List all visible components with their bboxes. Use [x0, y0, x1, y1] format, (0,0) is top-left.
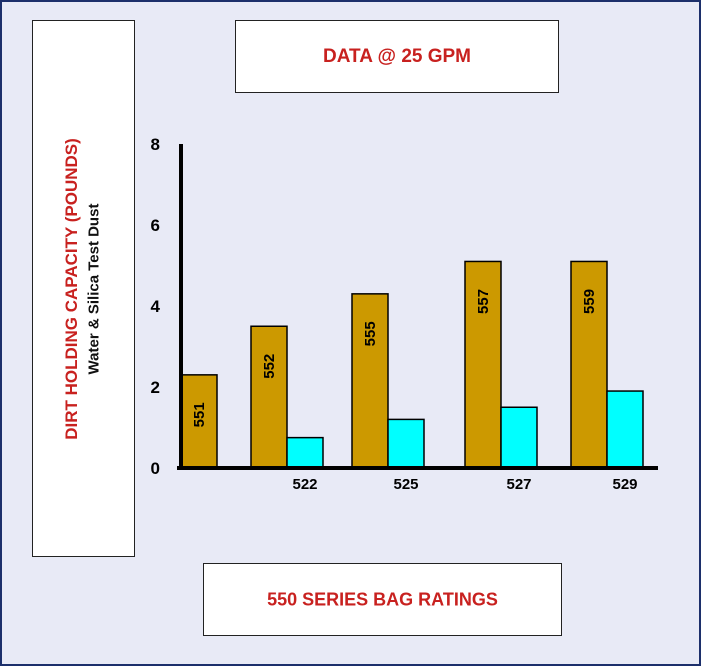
bar-550-series — [570, 260, 608, 469]
chart-title-box: DATA @ 25 GPM — [235, 20, 559, 93]
x-category-label: 525 — [393, 476, 418, 493]
bar-label: 552 — [261, 354, 278, 379]
bar-label: 551 — [191, 402, 208, 427]
bar-label: 557 — [475, 289, 492, 314]
bar-label: 559 — [581, 289, 598, 314]
bar-520-series — [500, 406, 538, 469]
bar-520-series — [387, 418, 425, 469]
y-tick-label: 4 — [151, 297, 161, 316]
x-category-label: 522 — [292, 476, 317, 493]
bar-550-series — [250, 325, 288, 469]
y-tick-label: 6 — [151, 216, 160, 235]
bar-550-series — [464, 260, 502, 469]
bar-label: 555 — [362, 321, 379, 346]
y-tick-label: 8 — [151, 135, 160, 154]
chart-footer: 550 SERIES BAG RATINGS — [267, 589, 498, 609]
bar-520-series — [606, 390, 644, 469]
y-tick-label: 2 — [151, 378, 160, 397]
y-axis-label-box: DIRT HOLDING CAPACITY (POUNDS) Water & S… — [32, 20, 135, 557]
y-tick-label: 0 — [151, 459, 160, 478]
bar-520-series — [286, 436, 324, 469]
bar-550-series — [180, 374, 218, 469]
chart-title: DATA @ 25 GPM — [322, 45, 472, 67]
x-category-label: 529 — [612, 476, 637, 493]
bar-550-series — [351, 293, 389, 469]
chart-footer-box: 550 SERIES BAG RATINGS — [203, 563, 562, 636]
x-category-label: 527 — [506, 476, 531, 493]
